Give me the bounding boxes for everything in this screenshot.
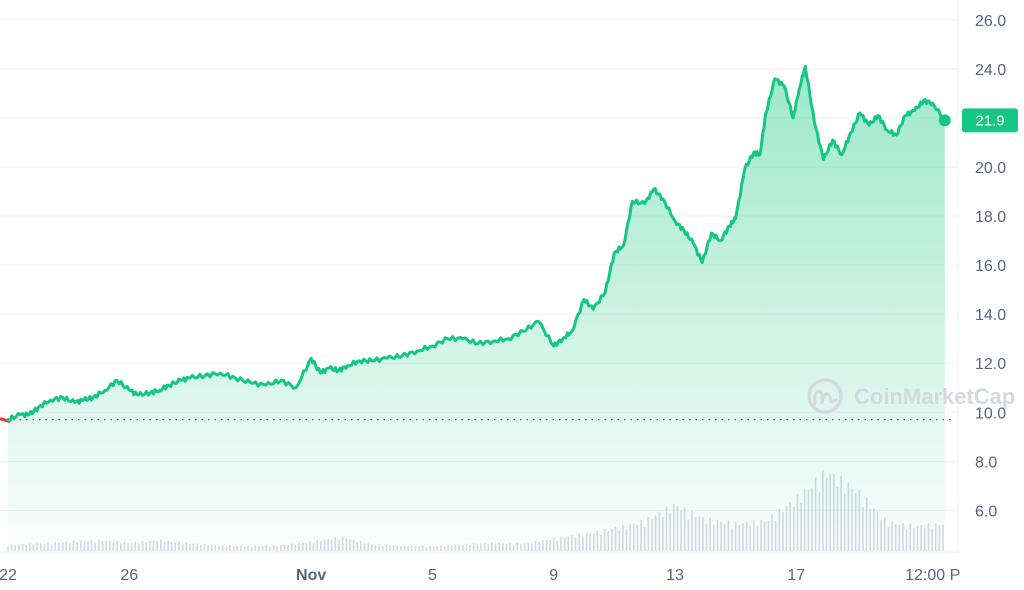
y-tick-label: 16.0: [975, 258, 1006, 275]
price-line: [0, 64, 947, 424]
x-tick-label: 26: [120, 567, 138, 584]
x-tick-label: 12:00 P: [905, 567, 960, 584]
y-tick-label: 10.0: [975, 405, 1006, 422]
area-fill: [8, 66, 945, 553]
current-price-tag: 21.9: [938, 108, 1018, 133]
x-tick-label: 17: [787, 567, 805, 584]
y-axis: 26.024.022.020.018.016.014.012.010.08.06…: [975, 13, 1006, 521]
coinmarketcap-logo-icon: [807, 378, 843, 414]
y-tick-label: 6.0: [975, 503, 997, 520]
y-tick-label: 14.0: [975, 307, 1006, 324]
y-tick-label: 8.0: [975, 454, 997, 471]
current-price-dot: [938, 114, 951, 127]
y-tick-label: 20.0: [975, 160, 1006, 177]
x-axis: 22 26 Nov 5 9 13 17 12:00 P: [0, 567, 960, 584]
y-tick-label: 26.0: [975, 13, 1006, 30]
price-area-fill: [8, 66, 945, 553]
price-tag-label: 21.9: [975, 112, 1004, 129]
x-tick-label: 13: [666, 567, 684, 584]
x-tick-label: Nov: [296, 567, 326, 584]
price-line-path: [6, 64, 947, 422]
x-tick-label: 22: [0, 567, 17, 584]
price-tag-background: [962, 108, 1018, 133]
y-tick-label: 18.0: [975, 209, 1006, 226]
y-tick-label: 24.0: [975, 62, 1006, 79]
watermark-brand: CoinMarketCap: [854, 384, 1015, 409]
x-tick-label: 9: [549, 567, 558, 584]
y-tick-label: 12.0: [975, 356, 1006, 373]
x-tick-label: 5: [428, 567, 437, 584]
watermark: CoinMarketCap: [807, 378, 1015, 414]
